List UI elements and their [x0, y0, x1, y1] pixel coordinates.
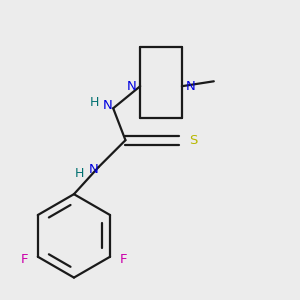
Text: N: N	[102, 99, 112, 112]
Text: F: F	[120, 253, 127, 266]
Text: N: N	[89, 163, 98, 176]
Text: F: F	[20, 253, 28, 266]
Text: H: H	[75, 167, 85, 180]
Text: N: N	[186, 80, 196, 93]
Text: H: H	[90, 96, 99, 109]
Text: N: N	[127, 80, 136, 93]
Text: S: S	[189, 134, 197, 147]
